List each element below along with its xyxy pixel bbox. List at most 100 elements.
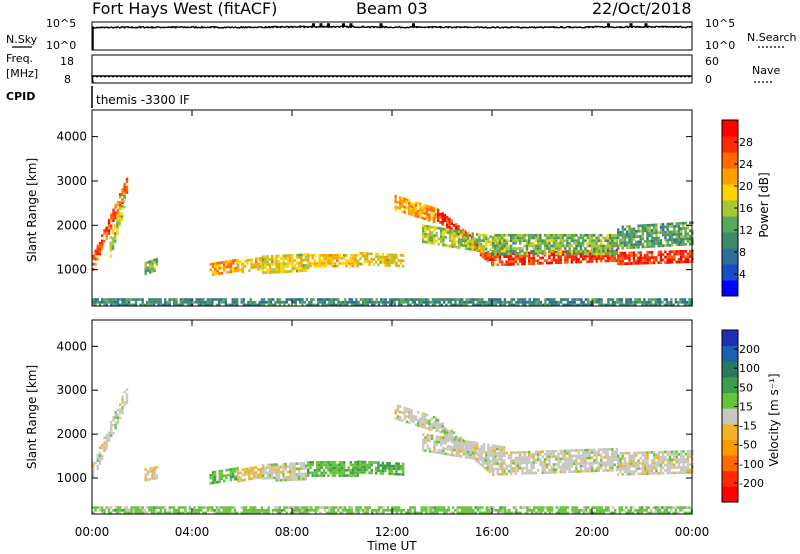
range-cell	[519, 257, 522, 261]
range-cell	[555, 457, 558, 461]
range-cell	[578, 298, 581, 301]
range-cell	[589, 509, 592, 512]
range-cell	[575, 241, 578, 245]
range-cell	[677, 222, 681, 225]
range-cell	[582, 233, 585, 237]
range-cell	[284, 476, 287, 479]
range-cell	[525, 458, 529, 462]
range-cell	[331, 262, 335, 265]
range-cell	[615, 455, 619, 459]
range-cell	[291, 467, 294, 471]
range-cell	[510, 451, 513, 455]
range-cell	[499, 303, 502, 307]
colorbar-swatch	[722, 120, 738, 137]
range-cell	[464, 453, 468, 456]
range-cell	[487, 448, 490, 452]
range-cell	[98, 451, 102, 455]
range-cell	[492, 241, 495, 245]
range-cell	[394, 194, 397, 198]
range-cell	[460, 243, 463, 247]
range-cell	[564, 303, 567, 307]
range-cell	[345, 254, 348, 257]
range-cell	[471, 243, 474, 246]
range-cell	[119, 203, 122, 207]
range-cell	[112, 213, 115, 217]
range-cell	[266, 476, 269, 480]
range-cell	[512, 511, 516, 515]
range-cell	[512, 506, 516, 509]
range-cell	[516, 233, 520, 237]
range-cell	[458, 452, 461, 455]
range-cell	[494, 252, 497, 256]
range-cell	[452, 511, 455, 515]
range-cell	[264, 271, 267, 274]
range-cell	[150, 300, 153, 304]
range-cell	[427, 303, 430, 307]
range-cell	[618, 303, 621, 307]
range-cell	[329, 461, 332, 464]
range-cell	[121, 408, 124, 412]
range-cell	[309, 264, 312, 268]
range-cell	[510, 300, 513, 304]
range-cell	[591, 252, 594, 256]
range-cell	[524, 300, 527, 304]
range-cell	[625, 303, 628, 307]
range-cell	[284, 478, 287, 482]
colorbar-swatch	[722, 232, 738, 249]
range-cell	[570, 260, 574, 264]
range-cell	[399, 473, 403, 476]
range-cell	[467, 242, 470, 245]
range-cell	[300, 266, 303, 270]
range-cell	[150, 506, 153, 509]
range-cell	[349, 471, 353, 475]
range-cell	[684, 235, 687, 238]
range-cell	[432, 220, 436, 223]
range-cell	[584, 257, 587, 261]
range-cell	[105, 439, 108, 442]
range-cell	[442, 452, 445, 455]
range-cell	[252, 471, 256, 475]
range-cell	[464, 233, 467, 236]
range-cell	[444, 447, 447, 450]
range-cell	[278, 511, 282, 515]
range-cell	[457, 225, 460, 228]
range-cell	[214, 476, 217, 479]
range-cell	[443, 214, 447, 217]
range-cell	[272, 303, 275, 307]
range-cell	[668, 261, 672, 264]
range-cell	[111, 239, 115, 243]
range-cell	[646, 229, 649, 232]
range-cell	[363, 466, 367, 469]
range-cell	[460, 442, 463, 445]
range-cell	[276, 298, 279, 301]
range-cell	[440, 298, 444, 301]
range-cell	[359, 468, 362, 472]
range-cell	[641, 511, 644, 515]
range-cell	[606, 458, 610, 462]
range-cell	[653, 236, 656, 240]
range-cell	[646, 461, 649, 465]
range-cell	[588, 252, 592, 255]
range-cell	[449, 234, 452, 237]
range-cell	[424, 449, 427, 452]
range-cell	[516, 239, 520, 242]
range-cell	[489, 243, 492, 246]
range-cell	[469, 240, 472, 243]
range-cell	[668, 236, 672, 239]
range-cell	[151, 267, 154, 271]
range-cell	[225, 474, 228, 477]
range-cell	[485, 511, 489, 515]
range-cell	[573, 255, 576, 259]
range-cell	[105, 226, 108, 230]
range-cell	[439, 423, 442, 426]
range-cell	[300, 256, 303, 259]
freq-unit-label: [MHz]	[6, 67, 38, 80]
range-cell	[395, 462, 398, 465]
range-cell	[442, 447, 445, 450]
range-cell	[386, 464, 389, 468]
range-cell	[480, 447, 483, 451]
range-cell	[635, 470, 638, 473]
range-cell	[446, 226, 449, 230]
range-cell	[437, 219, 440, 222]
range-cell	[107, 511, 111, 515]
